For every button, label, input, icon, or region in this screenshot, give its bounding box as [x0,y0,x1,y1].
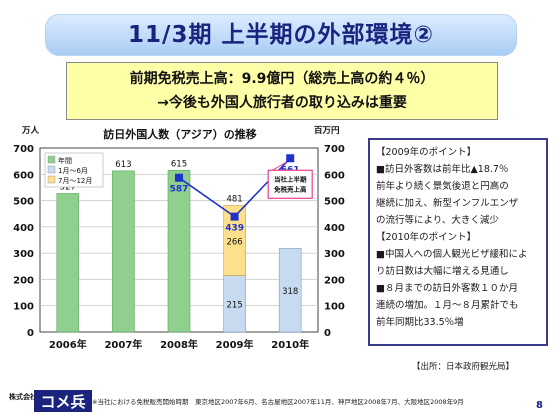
x-tick-label: 2006年 [49,338,87,351]
right-axis: 0 100 200 300 400 500 600 700 [324,144,345,339]
x-axis: 2006年 2007年 2008年 2009年 2010年 [49,338,309,351]
point-2010-line: ■中国人への個人観光ビザ緩和によ [376,249,528,260]
y2-tick-label: 600 [324,170,345,181]
x-tick-label: 2010年 [271,338,309,351]
y-tick-label: 100 [13,302,34,313]
annotation-text: 当社上半期免税売上高 [274,174,307,193]
points-head-2009: 【2009年のポイント】 [376,147,477,158]
page-title: 11/3期 上半期の外部環境② [128,22,434,48]
chart-title: 訪日外国人数（アジア）の推移 [103,127,257,141]
y-tick-label: 300 [13,249,34,260]
y2-tick-label: 700 [324,144,345,155]
y2-tick-label: 500 [324,197,345,208]
legend-label: 年間 [58,156,72,165]
legend-swatch [47,165,56,174]
point-2010-line: り訪日数は大幅に増える見通し [376,266,509,277]
y2-tick-label: 100 [324,302,345,313]
y-tick-label: 400 [13,223,34,234]
bar-annual-label: 613 [115,160,131,170]
sales-point [230,212,239,221]
left-axis-unit: 万人 [21,125,40,136]
x-tick-label: 2008年 [160,338,198,351]
bar-h1-label: 318 [282,287,298,297]
legend-label: 7月～12月 [58,177,92,185]
y-tick-label: 500 [13,197,34,208]
summary-box: 前期免税売上高：9.9億円（総売上高の約４％） →今後も外国人旅行者の取り込みは… [66,62,498,120]
footer-note: ※当社における免税販売開始時期 東京地区2007年6月、名古屋地区2007年11… [92,398,464,406]
y2-tick-label: 0 [324,328,331,339]
bar-h1-label: 215 [226,301,242,311]
logo-small-text: 株式会社 [9,392,37,401]
bar-h1 [278,248,302,333]
x-tick-label: 2007年 [104,338,142,351]
bar-annual [56,193,80,333]
chart: 訪日外国人数（アジア）の推移 万人 百万円 0 100 200 300 400 500 60… [13,125,345,351]
sales-point [286,154,295,163]
annotation-box [267,169,313,199]
points-box: 【2009年のポイント】 ■訪日外客数は前年比▲18.7％ 前年より続く景気後退… [368,138,548,346]
legend-swatch [47,175,56,184]
logo-main-text: コメ兵 [40,393,85,411]
title-bar: 11/3期 上半期の外部環境② [45,14,517,56]
point-2009-line: ■訪日外客数は前年比▲18.7％ [376,164,509,175]
sales-point-label: 587 [170,185,189,195]
legend-swatch [47,155,56,164]
bar-total-label: 481 [226,195,242,205]
bar-h2-label: 266 [226,238,242,248]
y2-tick-label: 300 [324,249,345,260]
summary-line-2: →今後も外国人旅行者の取り込みは重要 [157,95,407,111]
company-logo: 株式会社 コメ兵 [9,390,92,412]
point-2010-line: 連続の増加。１月～８月累計でも [376,300,519,311]
bar-annual-label: 527 [60,182,76,192]
source-note: 【出所：日本政府観光局】 [412,362,515,372]
page-number: 8 [536,400,543,411]
point-2010-line: ■８月までの訪日外客数１０か月 [376,283,518,294]
x-tick-label: 2009年 [216,338,254,351]
bar-annual [112,170,135,333]
bars: 527 613 615 215 266 481 318 [56,159,302,333]
right-axis-unit: 百万円 [314,126,340,136]
point-2009-line: 継続に加え、新型インフルエンザ [376,198,519,209]
summary-line-1: 前期免税売上高：9.9億円（総売上高の約４％） [129,71,435,87]
y-tick-label: 0 [27,328,34,339]
bar-annual-label: 615 [171,159,187,169]
y2-tick-label: 400 [324,223,345,234]
y-tick-label: 600 [13,170,34,181]
legend-label: 1月～6月 [58,167,88,175]
points-head-2010: 【2010年のポイント】 [376,232,477,243]
y2-tick-label: 200 [324,275,345,286]
sales-point-label: 439 [225,224,244,234]
point-2009-line: 前年より続く景気後退と円高の [376,181,509,192]
y-tick-label: 200 [13,275,34,286]
sales-point [175,173,183,182]
bar-annual [167,170,191,333]
left-axis: 0 100 200 300 400 500 600 700 [13,144,34,339]
annotation: 当社上半期免税売上高 [267,161,313,199]
point-2009-line: の流行等により、大きく減少 [376,215,499,226]
legend: 年間 1月～6月 7月～12月 [44,152,104,188]
bar-h2 [223,205,246,276]
annotation-leader [271,161,287,171]
point-2010-line: 前年同期比33.5％増 [376,317,464,328]
y-tick-label: 700 [13,144,34,155]
